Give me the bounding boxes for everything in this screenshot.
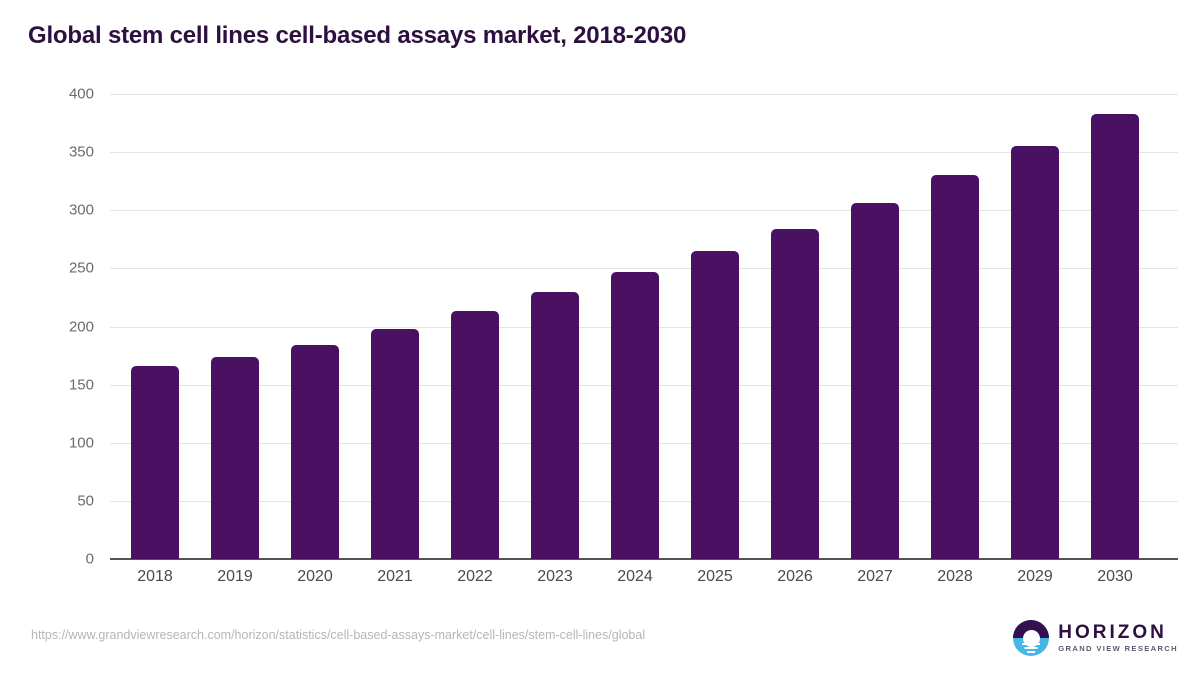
bar[interactable] — [691, 250, 739, 559]
y-tick-label: 150 — [68, 376, 94, 394]
y-tick-label: 100 — [68, 434, 94, 452]
y-tick-label: 200 — [68, 318, 94, 335]
y-tick-label: 50 — [77, 492, 94, 510]
bar[interactable] — [371, 328, 419, 559]
logo-ray-2 — [1024, 646, 1038, 649]
y-tick-label: 400 — [68, 85, 94, 103]
y-tick-label: 250 — [68, 259, 94, 277]
y-tick-label: 350 — [68, 143, 94, 161]
gridline — [110, 268, 1178, 269]
logo-text-block: HORIZON GRAND VIEW RESEARCH — [1058, 623, 1178, 653]
x-tick-label: 2027 — [857, 568, 893, 585]
x-tick-label: 2024 — [617, 568, 653, 585]
page-title: Global stem cell lines cell-based assays… — [28, 22, 687, 49]
x-tick-label: 2020 — [297, 568, 333, 585]
x-tick-label: 2028 — [937, 568, 973, 585]
x-axis-line — [110, 558, 1178, 560]
bar[interactable] — [291, 345, 339, 559]
x-tick-label: 2030 — [1097, 568, 1133, 585]
x-tick-label: 2021 — [377, 568, 413, 585]
bar[interactable] — [531, 291, 579, 559]
source-url-text: https://www.grandviewresearch.com/horizo… — [31, 628, 646, 642]
bar[interactable] — [771, 228, 819, 559]
x-tick-label: 2019 — [217, 568, 253, 585]
bar[interactable] — [211, 356, 259, 559]
horizon-sun-circle-icon — [1013, 620, 1050, 656]
bar[interactable] — [851, 203, 899, 559]
x-tick-label: 2022 — [457, 568, 493, 585]
x-tick-label: 2026 — [777, 568, 813, 585]
plot-area — [110, 94, 1178, 559]
bar[interactable] — [451, 311, 499, 559]
logo-ray-1 — [1022, 642, 1041, 645]
bar[interactable] — [931, 175, 979, 559]
x-tick-label: 2025 — [697, 568, 733, 585]
horizon-logo: HORIZON GRAND VIEW RESEARCH — [1013, 619, 1178, 657]
y-tick-label: 0 — [85, 550, 94, 568]
bar[interactable] — [611, 271, 659, 559]
bar[interactable] — [131, 366, 179, 559]
gridline — [110, 152, 1178, 153]
x-tick-label: 2029 — [1017, 568, 1053, 585]
logo-wordmark: HORIZON — [1058, 621, 1167, 643]
gridline — [110, 94, 1178, 95]
logo-ray-3 — [1027, 650, 1036, 653]
x-tick-label: 2018 — [137, 568, 173, 585]
bar[interactable] — [1011, 146, 1059, 559]
x-tick-label: 2023 — [537, 568, 573, 585]
y-tick-label: 300 — [68, 201, 94, 219]
logo-top-half — [1013, 620, 1050, 638]
gridline — [110, 210, 1178, 211]
bar[interactable] — [1091, 113, 1139, 559]
logo-tagline: GRAND VIEW RESEARCH — [1058, 643, 1178, 653]
